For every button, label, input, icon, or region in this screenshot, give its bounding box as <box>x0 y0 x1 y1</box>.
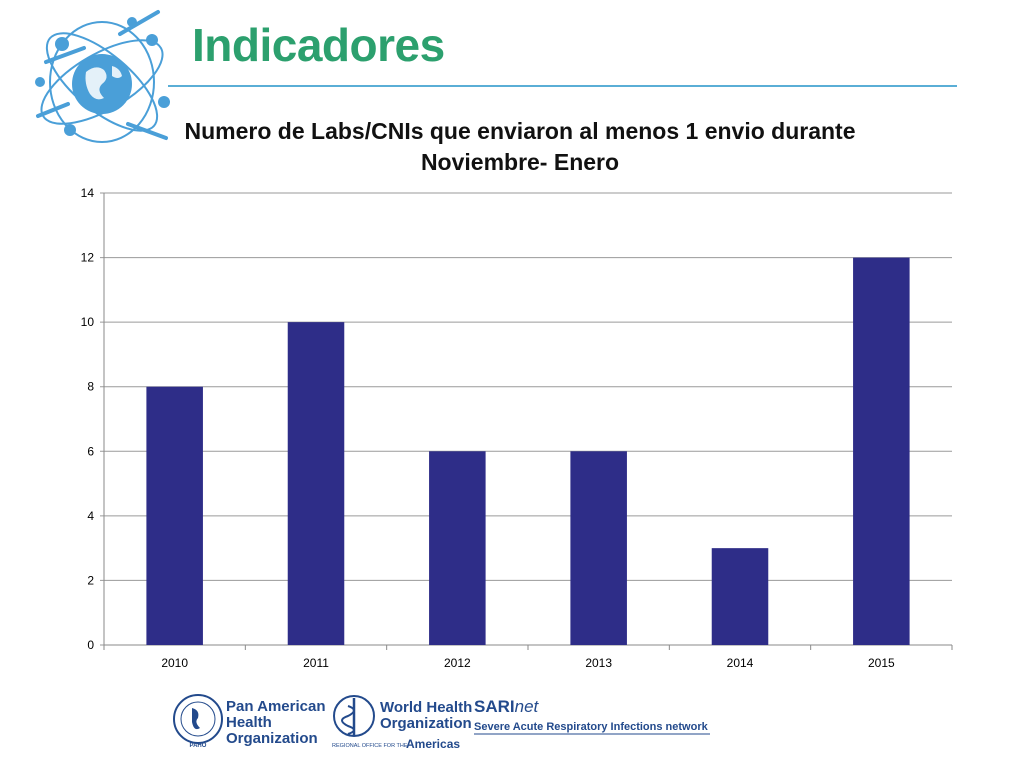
bar-2011 <box>287 322 345 645</box>
bar-chart: 0 2 4 6 8 10 12 14 2010 2011 2012 2013 2014 2015 <box>81 186 953 670</box>
y-tick-label: 12 <box>81 251 95 265</box>
y-tick-label: 4 <box>87 509 94 523</box>
sarinet-brand-sari: SARI <box>474 697 515 716</box>
paho-name-line1: Pan American <box>226 698 326 715</box>
chart-title: Numero de Labs/CNIs que enviaron al meno… <box>184 118 856 175</box>
x-tick-label: 2014 <box>727 656 754 670</box>
bar-2010 <box>146 386 203 645</box>
y-tick-label: 0 <box>87 638 94 652</box>
paho-name-line3: Organization <box>226 730 318 747</box>
y-tick-label: 8 <box>87 380 94 394</box>
who-name-line1: World Health <box>380 699 472 716</box>
paho-name-line2: Health <box>226 714 272 731</box>
y-tick-label: 10 <box>81 315 95 329</box>
sarinet-tagline: Severe Acute Respiratory Infections netw… <box>474 721 709 733</box>
x-tick-label: 2011 <box>303 656 329 670</box>
bar-2013 <box>570 451 627 645</box>
x-tick-label: 2012 <box>444 656 471 670</box>
svg-text:SARInet: SARInet <box>474 697 540 716</box>
paho-seal-text: PAHO <box>190 743 207 749</box>
y-tick-label: 14 <box>81 186 95 200</box>
footer-logos: PAHO Pan American Health Organization Wo… <box>173 694 710 751</box>
who-regional-label: REGIONAL OFFICE FOR THE <box>332 743 408 749</box>
who-region-label: Americas <box>406 737 460 751</box>
slide-title: Indicadores <box>192 19 445 71</box>
sarinet-brand-net: net <box>515 697 540 716</box>
x-tick-label: 2013 <box>585 656 612 670</box>
who-name-line2: Organization <box>380 715 472 732</box>
y-tick-label: 2 <box>87 573 94 587</box>
sarinet-logo: SARInet Severe Acute Respiratory Infecti… <box>474 697 710 735</box>
y-tick-label: 6 <box>87 444 94 458</box>
bar-2014 <box>711 548 769 645</box>
title-divider <box>168 85 957 87</box>
x-tick-label: 2015 <box>868 656 895 670</box>
paho-logo: PAHO Pan American Health Organization <box>173 694 326 749</box>
bar-2012 <box>429 451 486 645</box>
who-logo: World Health Organization REGIONAL OFFIC… <box>332 695 472 751</box>
x-tick-label: 2010 <box>161 656 188 670</box>
bar-2015 <box>853 257 910 645</box>
influenza-network-logo <box>35 10 170 143</box>
